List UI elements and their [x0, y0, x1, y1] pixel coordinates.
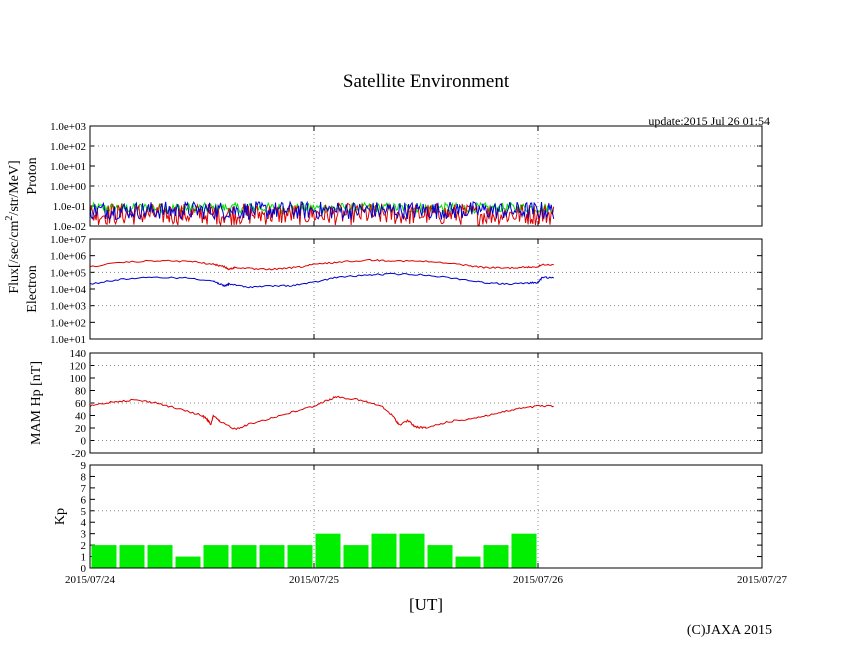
kp-bar — [147, 545, 173, 568]
kp-bar — [231, 545, 257, 568]
y-axis-label: Proton — [25, 157, 40, 194]
copyright: (C)JAXA 2015 — [687, 623, 772, 638]
kp-bar — [371, 533, 397, 568]
y-tick-label: 9 — [81, 460, 87, 472]
panel-proton: 1.0e-02 1.0e-01 1.0e+00 1.0e+01 1.0e+02 1.0e+… — [25, 121, 763, 233]
kp-bar — [315, 533, 341, 568]
flux-superscript: 2 — [4, 216, 15, 221]
y-tick-label: 1.0e-02 — [53, 221, 86, 233]
y-axis-label: Kp — [53, 508, 68, 525]
x-axis-label: [UT] — [409, 595, 443, 614]
kp-bar — [287, 545, 313, 568]
y-tick-label: 20 — [75, 423, 87, 435]
y-tick-label: 1.0e+07 — [50, 234, 86, 246]
y-tick-label: 1 — [81, 552, 87, 564]
plot-panels: 1.0e-021.0e-011.0e+001.0e+011.0e+021.0e+… — [25, 121, 788, 586]
plot-frame — [89, 464, 763, 569]
kp-bar — [259, 545, 285, 568]
y-tick-label: 7 — [81, 483, 87, 495]
kp-bar — [511, 533, 537, 568]
kp-bar — [91, 545, 117, 568]
y-axis-label: MAM Hp [nT] — [29, 361, 44, 445]
y-tick-label: 3 — [81, 529, 87, 541]
y-tick-label: 1.0e+03 — [50, 121, 86, 133]
x-tick-label: 2015/07/24 — [65, 574, 116, 586]
x-tick-label: 2015/07/27 — [737, 574, 788, 586]
x-tick-label: 2015/07/25 — [289, 574, 340, 586]
panel-electron: 1.0e+01 1.0e+02 1.0e+03 1.0e+04 1.0e+05 1.0e+… — [25, 234, 763, 346]
y-tick-label: 1.0e+01 — [50, 161, 86, 173]
y-tick-label: 6 — [81, 494, 87, 506]
y-tick-label: 40 — [75, 411, 87, 423]
y-tick-label: 1.0e+05 — [50, 267, 86, 279]
plot-frame — [89, 125, 763, 227]
y-axis-label: Electron — [25, 265, 40, 312]
y-tick-label: 0 — [81, 436, 87, 448]
kp-bar — [399, 533, 425, 568]
chart-title: Satellite Environment — [343, 71, 510, 92]
y-tick-label: 1.0e-01 — [53, 201, 86, 213]
y-tick-label: 8 — [81, 471, 87, 483]
plot-frame — [89, 352, 763, 454]
flux-axis-label: Flux[/sec/cm2/str/MeV] — [4, 160, 22, 293]
y-tick-label: 140 — [70, 348, 87, 360]
y-tick-label: 1.0e+06 — [50, 251, 86, 263]
y-tick-label: 1.0e+02 — [50, 317, 86, 329]
y-tick-label: 2 — [81, 540, 87, 552]
series-proton-blue — [89, 200, 555, 221]
y-tick-label: 120 — [70, 361, 87, 373]
kp-bar — [343, 545, 369, 568]
y-tick-label: 1.0e+00 — [50, 181, 86, 193]
y-tick-label: 1.0e+04 — [50, 284, 86, 296]
plot-frame — [89, 238, 763, 340]
y-tick-label: -20 — [71, 448, 86, 460]
y-tick-label: 1.0e+03 — [50, 301, 86, 313]
series-electron-red — [89, 258, 554, 271]
y-tick-label: 1.0e+02 — [50, 141, 86, 153]
y-tick-label: 100 — [70, 373, 87, 385]
kp-bar — [483, 545, 509, 568]
y-tick-label: 4 — [81, 517, 87, 529]
x-tick-label: 2015/07/26 — [513, 574, 564, 586]
y-tick-label: 80 — [75, 386, 87, 398]
y-tick-label: 60 — [75, 398, 87, 410]
kp-bar — [455, 556, 481, 568]
y-tick-label: 0 — [81, 563, 87, 575]
series-mam-Hp — [89, 395, 554, 431]
kp-bar — [203, 545, 229, 568]
series-electron-blue — [89, 272, 555, 289]
y-tick-label: 1.0e+01 — [50, 334, 86, 346]
kp-bar — [427, 545, 453, 568]
y-tick-label: 5 — [81, 506, 87, 518]
kp-bar — [175, 556, 201, 568]
kp-bar — [119, 545, 145, 568]
update-timestamp: update:2015 Jul 26 01:54 — [648, 114, 770, 128]
